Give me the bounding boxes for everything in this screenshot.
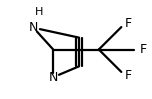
- Text: H: H: [35, 7, 44, 17]
- Text: F: F: [125, 17, 132, 30]
- Text: N: N: [48, 71, 58, 84]
- Text: F: F: [125, 69, 132, 82]
- Text: N: N: [29, 21, 38, 34]
- Text: F: F: [140, 43, 147, 56]
